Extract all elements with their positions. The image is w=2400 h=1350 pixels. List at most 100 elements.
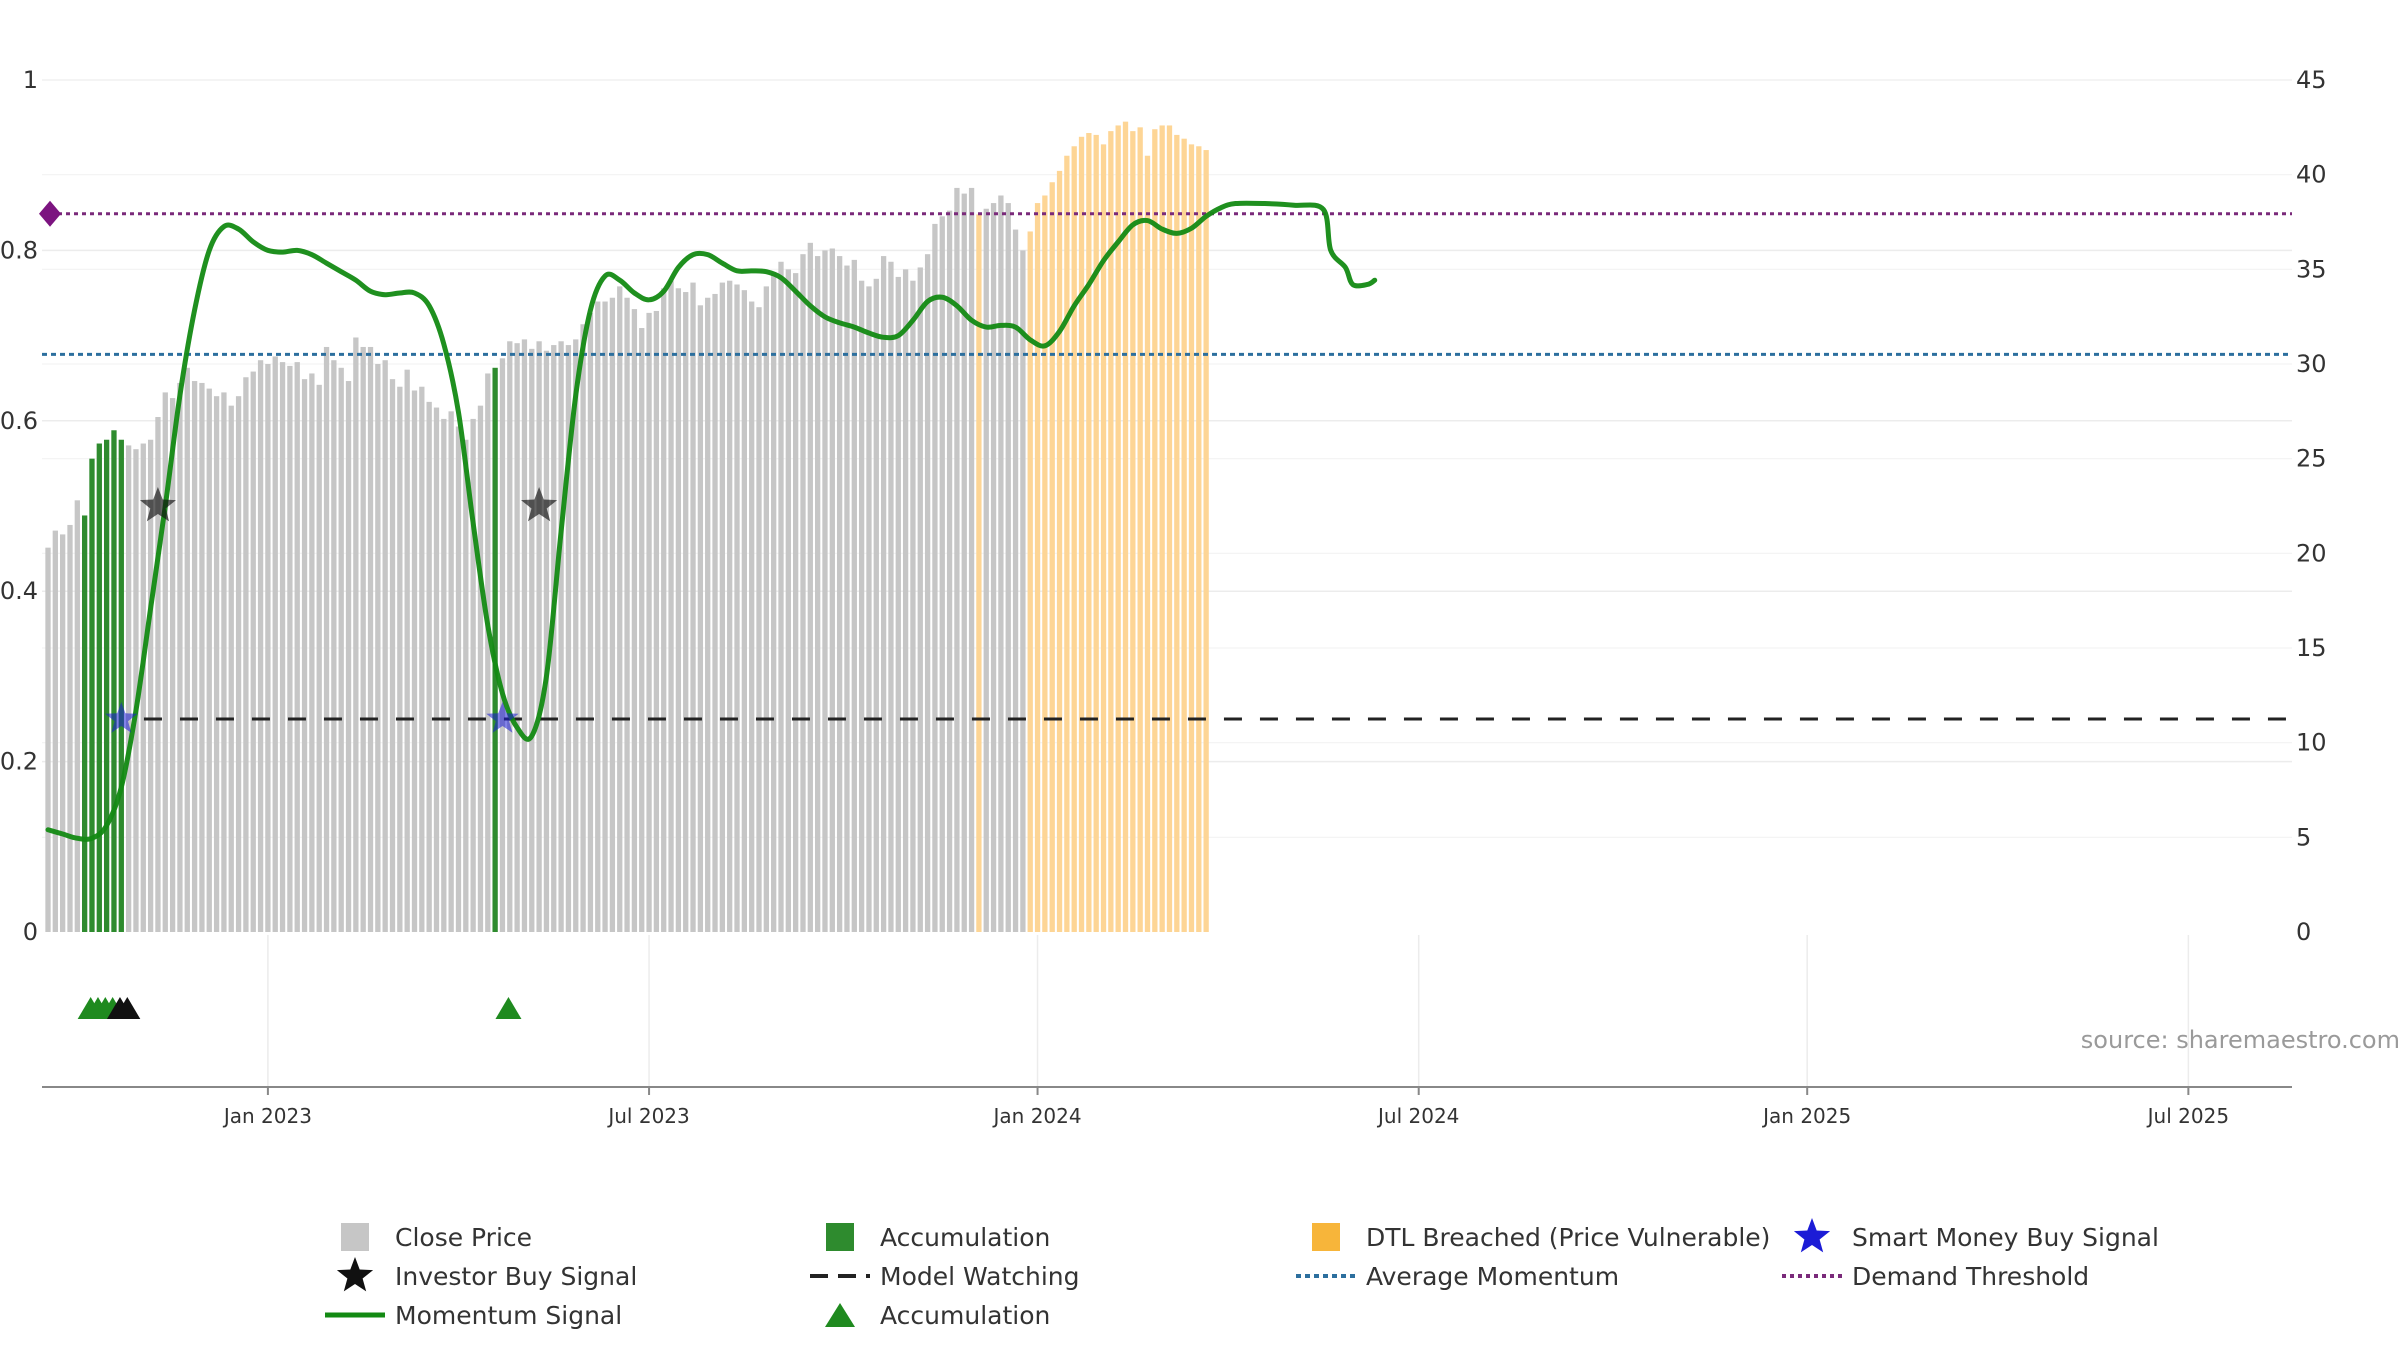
close-price-bar [609,297,616,932]
y-right-tick-label: 5 [2296,823,2311,851]
close-price-bar [624,297,630,932]
close-price-bar [939,216,945,932]
dtl-breached-bar [1108,131,1114,932]
x-tick-label: Jul 2023 [606,1104,689,1128]
close-price-bar [932,223,938,933]
y-right-tick-label: 15 [2296,634,2327,662]
price-bars [45,121,1209,933]
close-price-bar [895,276,901,932]
close-price-bar [961,193,967,933]
close-price-bar [301,379,308,932]
close-price-bar [309,373,315,932]
close-price-bar [397,386,403,933]
close-price-bar [734,284,740,933]
close-price-bar [844,265,850,933]
close-price-bar [243,377,249,933]
close-price-bar [661,288,667,932]
close-price-bar [836,256,843,933]
close-price-bar [345,381,352,932]
accumulation-bar [492,367,498,933]
close-price-bar [573,339,579,932]
close-price-bar [265,364,271,932]
close-price-bar [653,310,660,932]
dtl-breached-bar [1181,138,1187,932]
momentum-line-group [45,200,1378,842]
close-price-bar [807,242,813,932]
close-price-bar [169,398,176,933]
dtl-breached-bar [1152,129,1158,932]
momentum-signal-line [45,200,1378,842]
close-price-bar [551,345,557,933]
legend-dtl-label: DTL Breached (Price Vulnerable) [1366,1223,1770,1252]
dtl-breached-bar [976,214,982,933]
close-price-bar [360,346,366,933]
close-price-bar [785,269,791,932]
close-price-bar [1005,203,1011,933]
close-price-bar [866,286,872,933]
close-price-bar [228,405,234,932]
dtl-breached-bar [1130,131,1136,932]
close-price-bar [213,396,220,933]
dtl-breached-bar [1188,144,1195,932]
legend-smart-money-star [1793,1218,1831,1253]
close-price-bar [800,254,806,933]
close-price-bar [880,256,887,933]
investor-buy-signal-star [139,487,176,522]
dtl-breached-bar [1137,127,1143,933]
close-price-bar [815,256,821,933]
close-price-bar [697,305,704,933]
close-price-bar [250,371,256,932]
accumulation-panel [77,997,522,1019]
y-right-tick-label: 0 [2296,918,2311,946]
close-price-bar [279,362,286,932]
close-price-bar [147,439,154,932]
x-tick-label: Jul 2025 [2146,1104,2229,1128]
close-price-bar [514,343,520,932]
dtl-breached-bar [1196,146,1202,932]
dtl-breached-bar [1064,155,1070,932]
close-price-bar [924,254,931,933]
close-price-bar [155,417,161,933]
demand-threshold-marker [39,200,61,227]
close-price-bar [294,362,300,932]
close-price-bar [257,360,264,932]
close-price-bar [316,384,322,932]
close-price-bar [631,309,638,932]
close-price-bar [67,524,73,932]
close-price-bar [477,405,484,932]
legend-close-price-label: Close Price [395,1223,532,1252]
close-price-bar [690,282,696,932]
close-price-bar [411,390,418,932]
close-price-bar [426,401,432,932]
close-price-bar [954,187,960,933]
y-left-tick-label: 0.6 [0,407,38,435]
y-right-tick-label: 25 [2296,445,2327,473]
close-price-bar [323,346,330,933]
dtl-breached-bar [1086,133,1092,933]
legend-accumulation-triangle [825,1303,855,1327]
close-price-bar [587,312,594,932]
close-price-bar [946,210,953,932]
close-price-bar [177,382,183,932]
close-price-bar [1012,229,1019,932]
close-price-bar [162,392,168,932]
legend-demand-threshold-label: Demand Threshold [1852,1262,2089,1291]
close-price-bar [705,297,711,932]
close-price-bar [60,534,66,932]
close-price-bar [382,360,388,932]
close-price-bar [191,381,198,932]
close-price-bar [448,411,454,932]
close-price-bar [133,449,139,932]
y-right-tick-label: 35 [2296,255,2327,283]
close-price-bar [419,386,425,933]
close-price-bar [771,273,777,932]
y-right-tick-label: 30 [2296,350,2327,378]
y-left-tick-label: 0.4 [0,577,38,605]
close-price-bar [353,337,359,932]
close-price-bar [45,547,51,932]
close-price-bar [125,445,132,932]
close-price-bar [235,396,242,933]
close-price-bar [902,269,909,932]
close-price-bar [375,364,381,932]
